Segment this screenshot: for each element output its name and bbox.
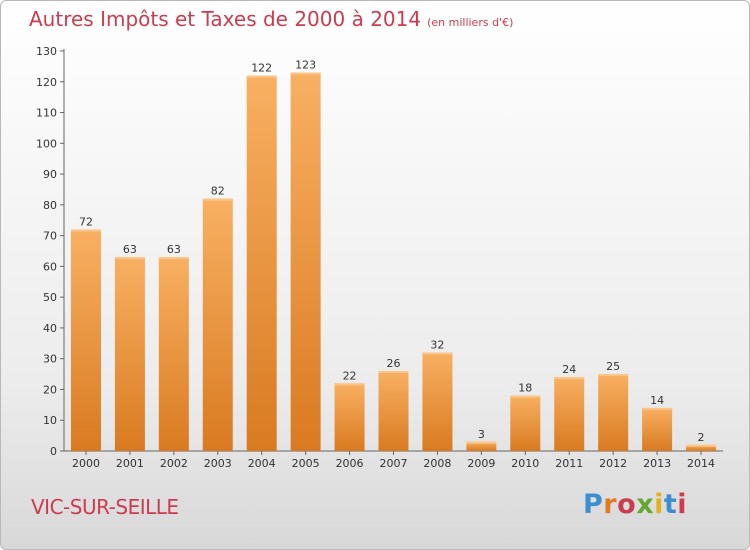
y-tick-label: 70 <box>43 230 57 243</box>
chart-title-text: Autres Impôts et Taxes de 2000 à 2014 <box>29 7 422 31</box>
x-tick-label: 2014 <box>687 457 715 470</box>
x-tick-label: 2005 <box>292 457 320 470</box>
y-tick-label: 20 <box>43 383 57 396</box>
x-tick-label: 2002 <box>160 457 188 470</box>
bar <box>378 371 409 451</box>
logo-letter: P <box>583 489 604 520</box>
bar-top-highlight <box>378 371 409 373</box>
bar-value-label: 63 <box>123 243 137 256</box>
bar-value-label: 25 <box>606 360 620 373</box>
x-tick-label: 2000 <box>72 457 100 470</box>
bar-value-label: 82 <box>211 185 225 198</box>
y-tick-label: 60 <box>43 260 57 273</box>
logo-letter: x <box>636 489 655 520</box>
bar <box>114 257 145 451</box>
x-tick-label: 2011 <box>555 457 583 470</box>
bar-value-label: 123 <box>295 59 316 72</box>
logo-letter: r <box>603 489 618 520</box>
x-tick-label: 2004 <box>248 457 276 470</box>
y-tick-label: 30 <box>43 353 57 366</box>
bar-top-highlight <box>290 72 321 75</box>
y-tick-label: 90 <box>43 168 57 181</box>
bar-top-highlight <box>158 257 189 260</box>
bar <box>554 377 585 451</box>
bar-top-highlight <box>466 441 497 444</box>
bar <box>598 374 629 451</box>
y-tick-label: 130 <box>36 45 57 58</box>
bar-value-label: 24 <box>562 363 576 376</box>
y-tick-label: 10 <box>43 414 57 427</box>
y-tick-label: 110 <box>36 107 57 120</box>
bar <box>422 352 453 451</box>
bar <box>642 407 673 451</box>
x-tick-label: 2001 <box>116 457 144 470</box>
bar <box>466 441 497 451</box>
x-tick-label: 2009 <box>467 457 495 470</box>
x-tick-label: 2003 <box>204 457 232 470</box>
bar-top-highlight <box>246 75 277 78</box>
bar <box>334 383 365 451</box>
logo-letter: t <box>663 489 678 520</box>
bar-top-highlight <box>554 377 585 380</box>
y-tick-label: 0 <box>50 445 57 458</box>
bar-value-label: 72 <box>79 215 93 228</box>
y-tick-label: 40 <box>43 322 57 335</box>
bar-top-highlight <box>422 352 453 355</box>
bar-top-highlight <box>642 407 673 410</box>
x-tick-label: 2010 <box>511 457 539 470</box>
axes: 0 10 20 30 40 50 60 70 80 90 100 110 120 130 2000 2001 2… <box>36 45 723 470</box>
bar-top-highlight <box>334 383 365 386</box>
bar <box>510 395 541 451</box>
bar-value-label: 14 <box>650 394 664 407</box>
bar-value-label: 32 <box>430 339 444 352</box>
proxiti-logo: Proxiti <box>583 489 687 520</box>
bar-value-label: 3 <box>478 428 485 441</box>
y-tick-label: 50 <box>43 291 57 304</box>
bar-value-label: 22 <box>343 369 357 382</box>
y-tick-label: 80 <box>43 199 57 212</box>
bar-top-highlight <box>114 257 145 260</box>
bar-value-label: 18 <box>518 382 532 395</box>
logo-letter: i <box>654 489 664 520</box>
chart-subtitle: (en milliers d'€) <box>427 16 514 29</box>
x-tick-label: 2012 <box>599 457 627 470</box>
bar-top-highlight <box>70 229 101 232</box>
x-tick-label: 2013 <box>643 457 671 470</box>
logo-letter: i <box>677 489 688 520</box>
bar <box>202 198 233 451</box>
bar <box>158 257 189 451</box>
y-tick-label: 100 <box>36 137 57 150</box>
bar <box>246 75 277 451</box>
bar-top-highlight <box>686 444 717 447</box>
bar-top-highlight <box>598 374 629 377</box>
place-name: VIC-SUR-SEILLE <box>31 495 179 519</box>
bar-top-highlight <box>510 395 541 398</box>
bars: 72 63 63 82 122 123 22 26 32 3 18 24 25 14 2 <box>70 59 717 452</box>
bar-value-label: 63 <box>167 243 181 256</box>
bar <box>686 444 717 451</box>
x-tick-label: 2007 <box>380 457 408 470</box>
bar-top-highlight <box>202 198 233 201</box>
bar <box>290 72 321 452</box>
chart-title: Autres Impôts et Taxes de 2000 à 2014 (en… <box>29 7 513 31</box>
logo-letter: o <box>617 489 637 520</box>
x-tick-label: 2008 <box>423 457 451 470</box>
bar <box>70 229 101 451</box>
x-tick-label: 2006 <box>336 457 364 470</box>
bar-value-label: 26 <box>387 357 401 370</box>
bar-value-label: 2 <box>698 431 705 444</box>
y-tick-label: 120 <box>36 76 57 89</box>
bar-value-label: 122 <box>251 62 272 75</box>
